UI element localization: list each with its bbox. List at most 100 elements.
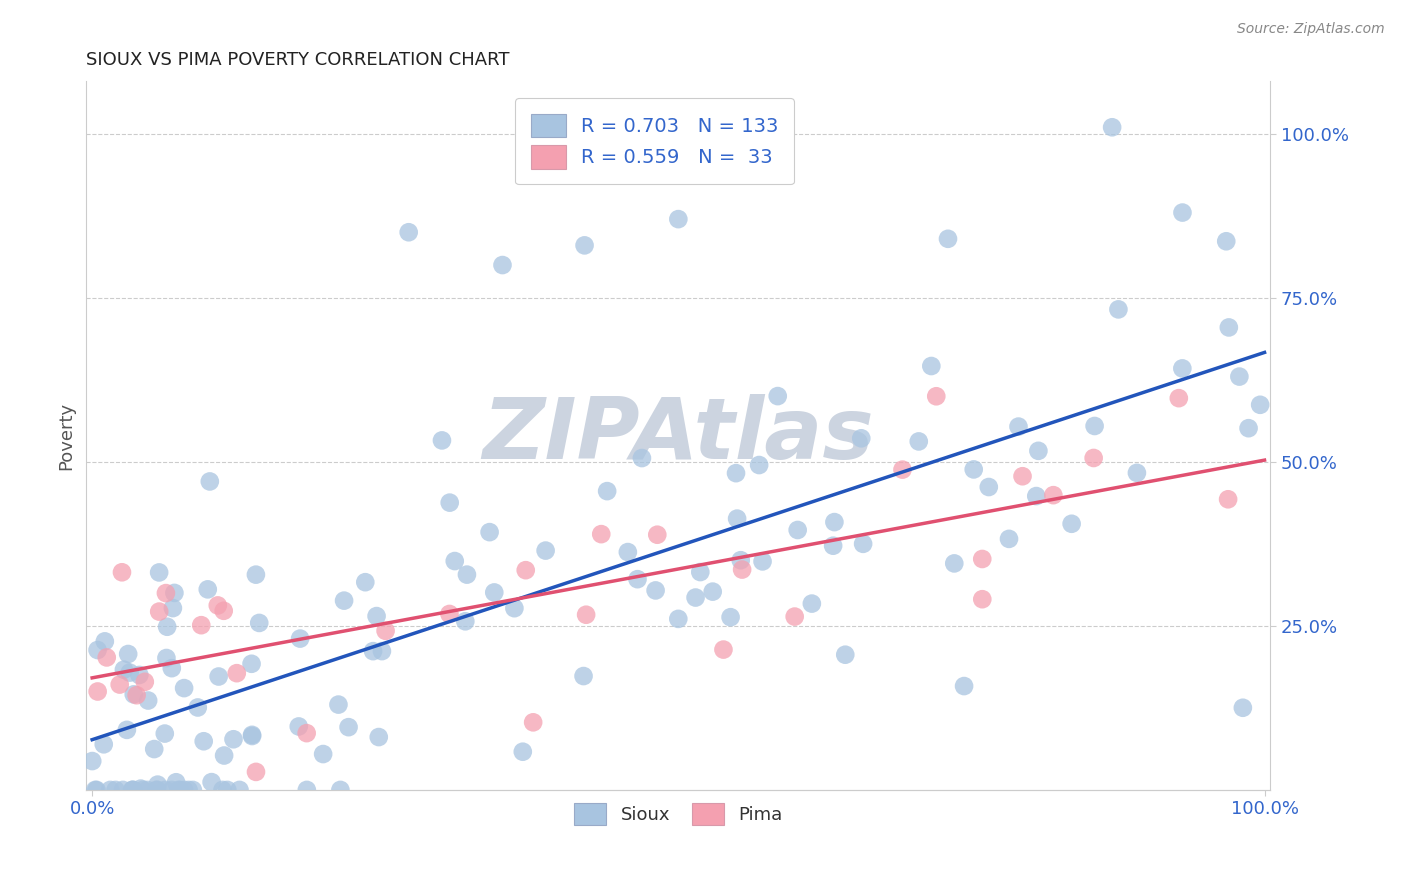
Point [115,723,138,737]
Point [731,563,754,577]
Point [534,543,557,558]
Point [439,607,461,621]
Point [1107,302,1129,317]
Point [134,674,156,689]
Point [725,511,748,525]
Point [720,610,742,624]
Point [626,572,648,586]
Point [288,632,311,646]
Point [851,431,873,445]
Point [86,684,108,698]
Point [181,783,204,797]
Legend: Sioux, Pima: Sioux, Pima [565,794,792,834]
Point [1167,391,1189,405]
Point [1216,492,1239,507]
Point [148,605,170,619]
Point [111,783,134,797]
Point [766,389,789,403]
Point [1060,516,1083,531]
Point [515,563,537,577]
Point [730,553,752,567]
Point [925,389,948,403]
Point [943,557,966,571]
Point [1028,443,1050,458]
Point [713,642,735,657]
Point [972,592,994,607]
Point [295,726,318,740]
Point [228,783,250,797]
Point [572,669,595,683]
Point [907,434,929,449]
Point [217,783,239,797]
Point [1237,421,1260,435]
Point [198,475,221,489]
Point [132,783,155,797]
Point [374,624,396,638]
Point [146,778,169,792]
Point [225,666,247,681]
Point [136,693,159,707]
Point [484,585,506,599]
Point [165,775,187,789]
Point [245,764,267,779]
Point [240,729,263,743]
Point [371,644,394,658]
Point [145,783,167,797]
Point [245,567,267,582]
Point [575,607,598,622]
Point [86,783,108,797]
Point [478,525,501,540]
Point [207,599,229,613]
Point [503,601,526,615]
Point [247,615,270,630]
Point [953,679,976,693]
Point [160,783,183,797]
Point [128,668,150,682]
Point [156,620,179,634]
Point [108,677,131,691]
Point [977,480,1000,494]
Point [998,532,1021,546]
Point [522,715,544,730]
Point [111,566,134,580]
Point [98,783,121,797]
Point [208,669,231,683]
Point [1171,361,1194,376]
Point [1229,369,1251,384]
Point [295,783,318,797]
Point [852,537,875,551]
Point [212,748,235,763]
Point [367,730,389,744]
Point [1083,450,1105,465]
Point [972,552,994,566]
Point [84,783,107,797]
Point [1126,466,1149,480]
Point [333,593,356,607]
Point [211,783,233,797]
Point [125,688,148,702]
Point [1042,488,1064,502]
Point [82,754,104,768]
Point [834,648,856,662]
Point [148,566,170,580]
Point [190,618,212,632]
Point [1007,419,1029,434]
Y-axis label: Poverty: Poverty [58,401,75,470]
Point [153,783,176,797]
Point [222,732,245,747]
Point [430,434,453,448]
Point [143,742,166,756]
Point [366,609,388,624]
Point [169,783,191,797]
Point [591,527,613,541]
Point [574,238,596,252]
Point [187,700,209,714]
Point [491,258,513,272]
Point [1084,419,1107,434]
Point [104,783,127,797]
Point [454,615,477,629]
Point [337,720,360,734]
Point [329,783,352,797]
Point [631,451,654,466]
Point [240,728,263,742]
